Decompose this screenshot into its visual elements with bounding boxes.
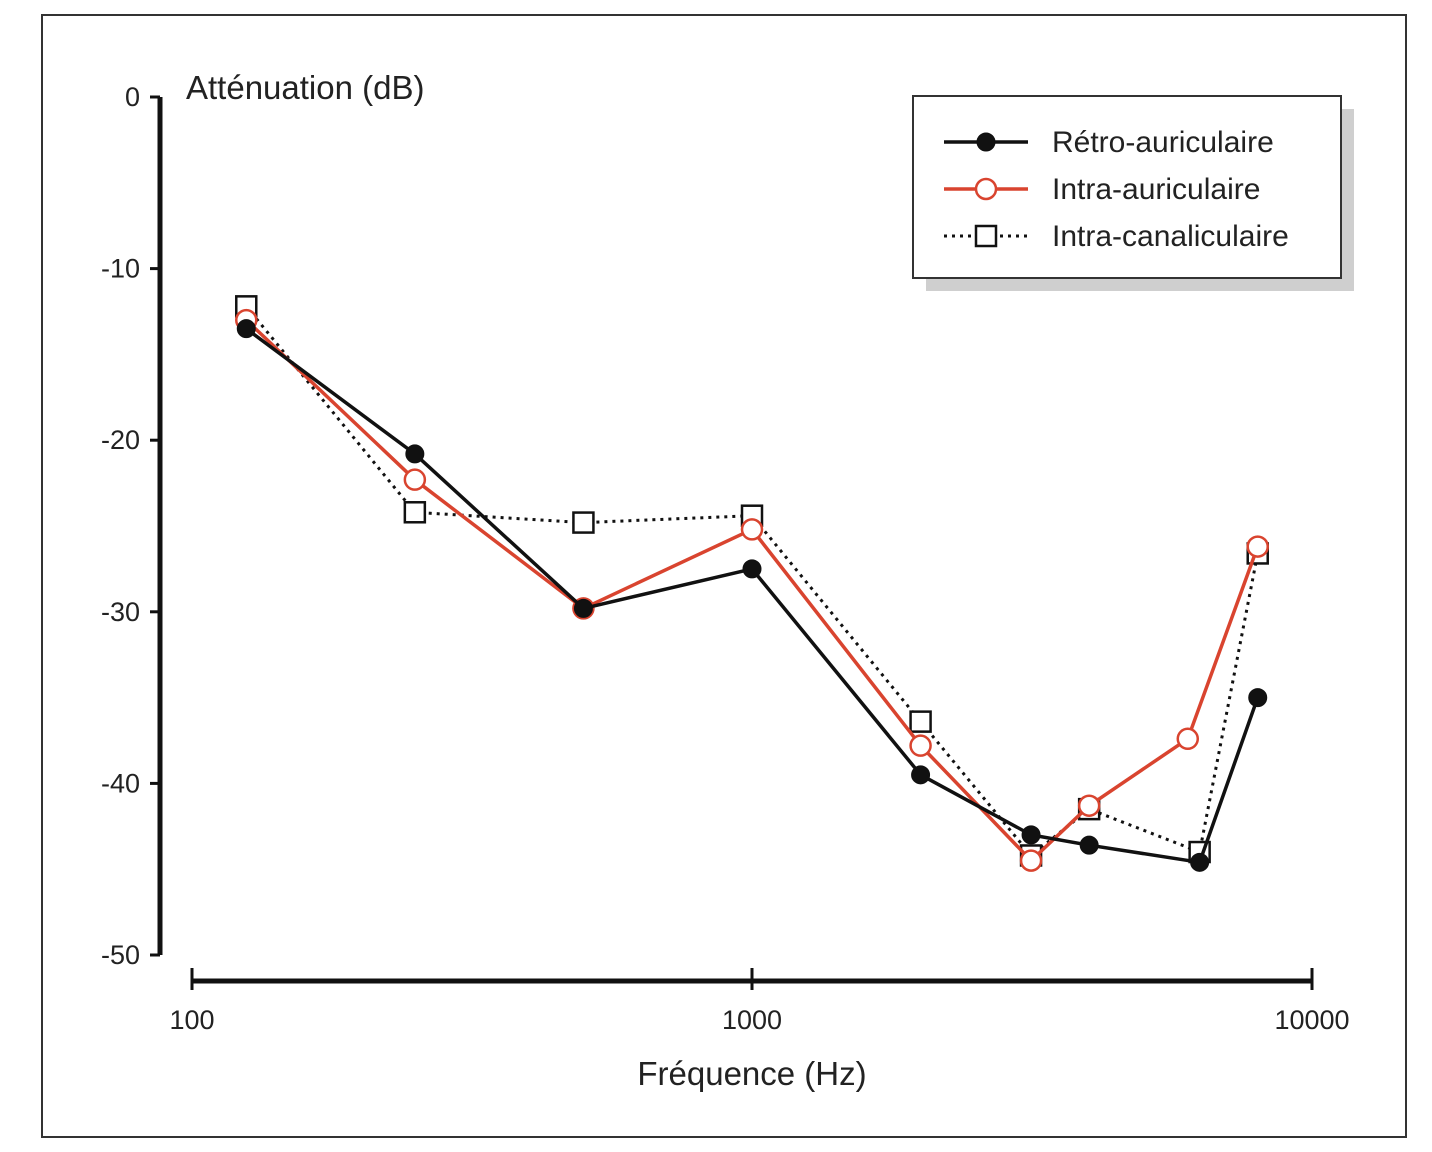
series-line	[245, 327, 1260, 865]
data-point	[1246, 535, 1269, 558]
legend-swatch-marker	[974, 177, 998, 201]
data-point	[403, 468, 427, 491]
series-line	[245, 318, 1260, 863]
series-layer	[235, 295, 1269, 872]
data-point	[911, 765, 931, 785]
series-0	[236, 319, 1268, 872]
data-point	[1019, 849, 1043, 872]
legend-label: Intra-canaliculaire	[1052, 220, 1289, 253]
x-tick-label: 1000	[722, 1005, 782, 1035]
data-point	[1190, 852, 1210, 872]
data-point	[236, 319, 256, 339]
y-axis-title: Atténuation (dB)	[186, 69, 424, 106]
data-point	[573, 598, 593, 618]
data-point	[1079, 835, 1099, 855]
y-tick-label: -10	[101, 254, 140, 284]
series-2	[235, 295, 1269, 867]
x-axis-ticks: 100 1000 10000	[169, 968, 1350, 1035]
data-point	[1248, 688, 1268, 708]
x-tick-label: 100	[169, 1005, 214, 1035]
data-point	[909, 710, 932, 733]
legend-label: Intra-auriculaire	[1052, 173, 1260, 206]
data-point	[1021, 825, 1041, 845]
data-point	[742, 559, 762, 579]
data-point	[909, 734, 932, 757]
legend-label: Rétro-auriculaire	[1052, 126, 1274, 159]
data-point	[572, 511, 595, 534]
data-point	[405, 444, 425, 464]
data-point	[403, 501, 427, 524]
y-tick-label: -20	[101, 425, 140, 455]
y-tick-label: -30	[101, 597, 140, 627]
legend-swatch-marker	[976, 132, 996, 152]
series-line	[245, 305, 1260, 857]
data-point	[1077, 794, 1101, 817]
x-axis-title: Fréquence (Hz)	[637, 1055, 866, 1092]
legend: Rétro-auriculaire Intra-auriculaire Intra-…	[912, 95, 1354, 291]
x-tick-label: 10000	[1274, 1005, 1349, 1035]
legend-item: Rétro-auriculaire	[944, 126, 1274, 159]
legend-swatch-marker	[974, 224, 998, 248]
y-axis-ticks: 0 -10 -20 -30 -40 -50	[101, 82, 160, 970]
y-tick-label: 0	[125, 82, 140, 112]
legend-items: Rétro-auriculaire Intra-auriculaire Intra-…	[944, 126, 1289, 253]
y-tick-label: -40	[101, 768, 140, 798]
data-point	[1176, 727, 1200, 751]
series-1	[235, 308, 1269, 872]
y-tick-label: -50	[101, 940, 140, 970]
legend-item: Intra-auriculaire	[944, 173, 1260, 206]
data-point	[740, 518, 764, 541]
legend-item: Intra-canaliculaire	[944, 220, 1289, 253]
